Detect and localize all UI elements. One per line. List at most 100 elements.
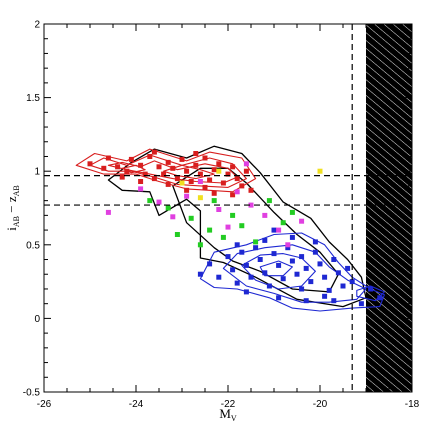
red-point: [151, 149, 157, 155]
red-point: [197, 171, 203, 177]
magenta-point: [262, 212, 268, 218]
red-point: [165, 159, 171, 165]
green-point: [174, 232, 180, 237]
magenta-point: [299, 218, 305, 224]
y-axis-label-i: i: [4, 227, 19, 231]
blue-point: [276, 262, 282, 268]
y-tick-label: 0: [34, 314, 40, 325]
black-contour-1: [107, 145, 367, 308]
green-point: [266, 198, 272, 204]
red-point: [179, 156, 185, 162]
magenta-point: [216, 207, 222, 212]
blue-point: [345, 265, 351, 271]
blue-point: [340, 283, 346, 289]
magenta-point: [243, 161, 249, 167]
blue-contour-3: [241, 253, 316, 290]
red-point: [211, 190, 217, 196]
x-tick-label: -26: [37, 399, 52, 410]
red-point: [87, 161, 93, 167]
blue-point: [303, 298, 309, 304]
red-point: [184, 187, 190, 193]
blue-point: [243, 289, 249, 295]
magenta-point: [248, 202, 254, 208]
blue-point: [257, 257, 263, 262]
red-point: [151, 176, 157, 182]
blue-point: [225, 254, 231, 260]
blue-contour-2: [222, 244, 367, 303]
blue-point: [312, 239, 318, 245]
black-contour-2: [172, 167, 340, 293]
magenta-point: [170, 214, 176, 220]
blue-point: [358, 301, 364, 307]
green-point: [147, 198, 153, 204]
x-axis-label-main: M: [219, 406, 231, 421]
blue-point: [230, 267, 236, 273]
red-point: [243, 168, 249, 174]
blue-point: [289, 258, 295, 264]
magenta-point: [105, 209, 111, 215]
yellow-point: [317, 168, 323, 174]
y-axis-label-z: − z: [4, 196, 19, 216]
red-point: [101, 165, 107, 171]
green-point: [289, 209, 295, 215]
blue-point: [234, 280, 240, 286]
blue-contour-1: [199, 232, 385, 312]
x-tick-label: -20: [313, 399, 328, 410]
blue-point: [368, 286, 374, 292]
green-point: [239, 223, 245, 229]
x-tick-label: -22: [221, 399, 236, 410]
blue-point: [253, 245, 259, 251]
magenta-point: [184, 193, 190, 199]
red-contour-2: [89, 154, 247, 188]
x-tick-label: -24: [129, 399, 144, 410]
red-point: [128, 156, 134, 162]
green-point: [188, 215, 194, 221]
red-point: [193, 151, 199, 156]
red-point: [174, 176, 180, 182]
green-point: [230, 212, 236, 218]
yellow-point: [179, 180, 185, 186]
red-point: [211, 167, 217, 173]
green-point: [211, 198, 217, 204]
red-point: [220, 180, 226, 186]
red-point: [170, 165, 176, 171]
magenta-point: [197, 179, 203, 184]
blue-point: [280, 276, 286, 282]
blue-point: [289, 234, 295, 240]
red-point: [234, 176, 240, 182]
blue-point: [197, 271, 203, 277]
red-point: [188, 179, 194, 184]
yellow-point: [216, 168, 222, 174]
blue-point: [331, 257, 337, 262]
blue-point: [285, 245, 291, 251]
axis-ticks: -26 -24 -22 -20 -18 -0.5 0 0.5 1 1.5 2: [23, 20, 420, 411]
green-point: [197, 242, 203, 248]
green-point: [253, 239, 259, 245]
red-point: [147, 154, 153, 159]
blue-point: [294, 271, 300, 277]
green-point: [220, 234, 226, 240]
blue-point: [299, 254, 305, 260]
red-point: [193, 162, 199, 168]
y-axis-label-sub1: AB: [12, 216, 21, 227]
red-point: [225, 171, 231, 177]
blue-point: [243, 262, 249, 268]
y-tick-label: 1.5: [26, 93, 40, 104]
y-tick-label: 0.5: [26, 240, 40, 251]
hatched-excluded-region: [366, 24, 412, 392]
red-point: [230, 164, 236, 170]
blue-point: [303, 265, 309, 271]
red-point: [142, 171, 148, 177]
magenta-point: [285, 242, 291, 248]
x-tick-label: -18: [405, 399, 420, 410]
plot-frame: [43, 23, 413, 393]
magenta-point: [138, 186, 144, 192]
yellow-point: [197, 195, 203, 201]
green-point: [207, 227, 213, 233]
blue-point: [322, 274, 328, 280]
red-point: [165, 181, 171, 187]
scatter-points: [87, 149, 383, 307]
blue-point: [308, 279, 314, 285]
red-point: [207, 177, 213, 183]
